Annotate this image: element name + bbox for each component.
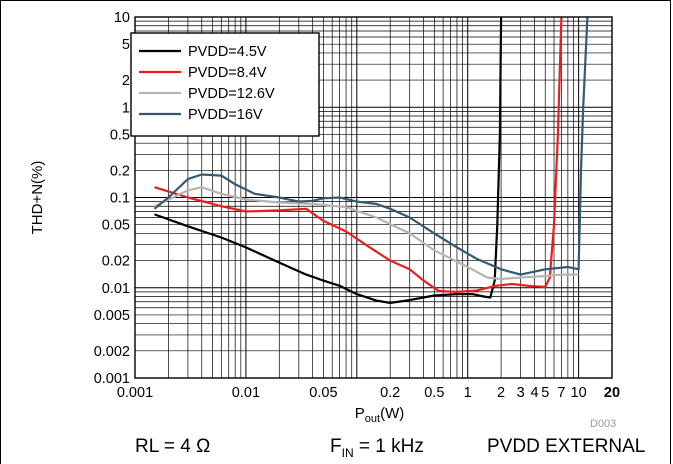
y-tick-label: 0.1 [110,191,130,207]
series-line-3 [153,16,589,276]
x-tick-label: 0.001 [117,385,153,401]
x-tick-label: 1 [464,385,472,401]
y-tick-label: 0.001 [94,371,130,387]
load-caption: RL = 4 Ω [135,436,211,457]
x-tick-label: 0.5 [424,385,444,401]
frequency-caption-sub: IN [341,445,354,460]
y-tick-label: 0.01 [102,281,130,297]
legend-label-1: PVDD=8.4V [188,65,267,81]
x-tick-label: 4 [530,385,538,401]
x-tick-label: 7 [557,385,565,401]
legend-label-2: PVDD=12.6V [188,86,275,102]
x-tick-label: 0.01 [232,385,260,401]
legend-label-0: PVDD=4.5V [188,44,267,60]
x-tick-label: 10 [571,385,587,401]
y-tick-label: 5 [122,37,130,53]
series-line-2 [154,186,579,281]
legend-label-3: PVDD=16V [188,107,263,123]
y-tick-label: 0.5 [110,127,130,143]
y-axis-label: THD+N(%) [29,161,46,235]
y-tick-label: 0.2 [110,163,130,179]
series-line-1 [154,16,563,293]
y-tick-label: 0.05 [102,218,130,234]
x-axis-label: Pout(W) [355,405,404,425]
x-tick-label: 20 [604,385,620,401]
y-tick-label: 10 [114,10,130,26]
y-tick-label: 0.002 [94,344,130,360]
x-tick-label: 2 [497,385,505,401]
x-tick-label: 0.05 [309,385,337,401]
frequency-caption: FIN = 1 kHz [330,436,424,460]
x-tick-label: 5 [541,385,549,401]
plot-border [134,16,613,379]
y-tick-label: 1 [122,100,130,116]
y-tick-label: 0.005 [94,308,130,324]
x-tick-label: 3 [517,385,525,401]
y-tick-label: 0.02 [102,254,130,270]
frequency-caption-main: F [330,436,342,457]
supply-caption: PVDD EXTERNAL [487,436,646,457]
x-tick-label: 0.2 [380,385,400,401]
y-tick-label: 2 [122,73,130,89]
frequency-caption-rest: = 1 kHz [353,436,424,457]
figure-code: D003 [590,418,617,430]
